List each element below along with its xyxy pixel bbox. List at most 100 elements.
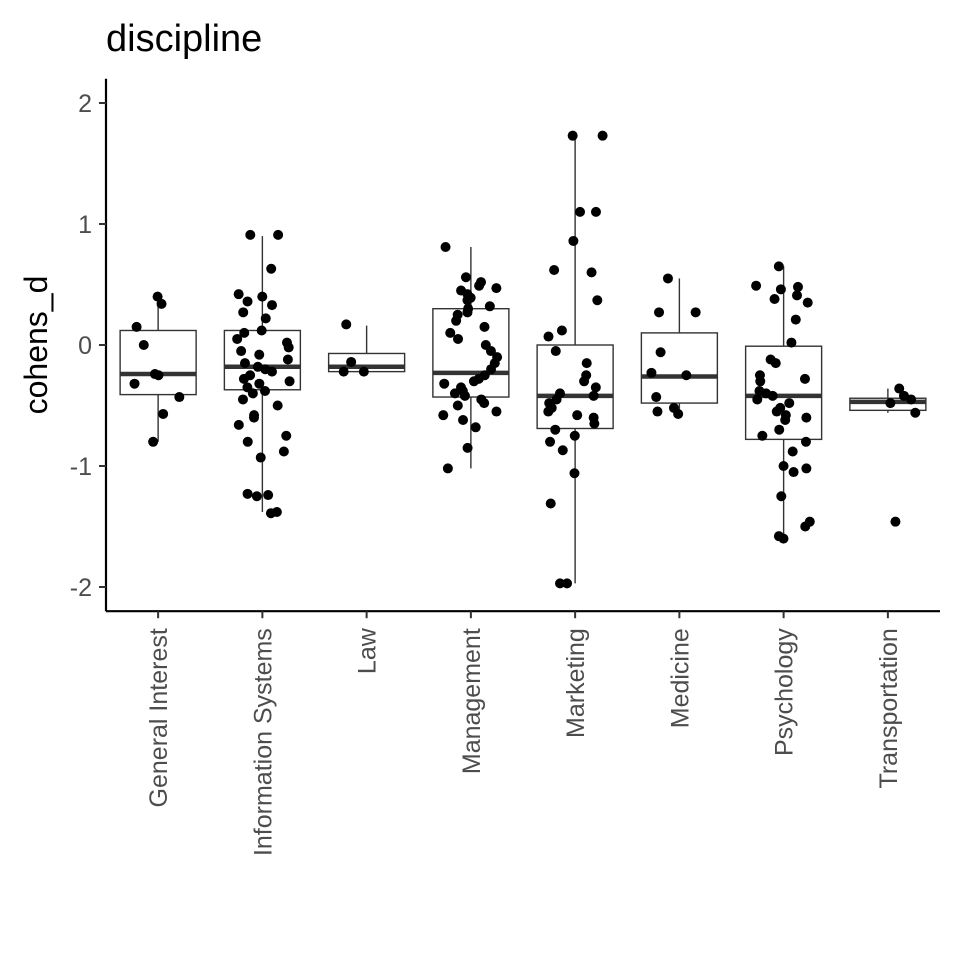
data-point xyxy=(479,321,490,332)
data-point xyxy=(575,206,586,217)
data-point xyxy=(242,296,253,307)
data-point xyxy=(586,267,597,278)
data-point xyxy=(597,130,608,141)
data-point xyxy=(462,442,473,453)
data-point xyxy=(543,406,554,417)
data-point xyxy=(491,406,502,417)
data-point xyxy=(799,373,810,384)
data-point xyxy=(572,410,583,421)
data-point xyxy=(755,376,766,387)
data-point xyxy=(272,400,283,411)
y-tick-label: 1 xyxy=(78,211,92,239)
y-axis: -2 -1 0 1 2 xyxy=(70,78,108,612)
data-point xyxy=(251,491,262,502)
data-point xyxy=(248,412,259,423)
data-point xyxy=(460,272,471,283)
data-point xyxy=(442,463,453,474)
data-point xyxy=(801,412,812,423)
data-point xyxy=(557,445,568,456)
data-point xyxy=(590,382,601,393)
data-point xyxy=(129,378,140,389)
data-point xyxy=(786,337,797,348)
data-point xyxy=(885,398,896,409)
data-point xyxy=(338,366,349,377)
x-tick-label: Law xyxy=(354,627,382,674)
data-point xyxy=(263,490,274,501)
data-point xyxy=(131,321,142,332)
data-point xyxy=(256,325,267,336)
data-point xyxy=(451,315,462,326)
data-point xyxy=(257,291,268,302)
data-point xyxy=(153,370,164,381)
data-point xyxy=(440,241,451,252)
data-point xyxy=(148,436,159,447)
data-point xyxy=(233,289,244,300)
data-point xyxy=(562,578,573,589)
data-point xyxy=(894,383,905,394)
data-point xyxy=(237,394,248,405)
data-point xyxy=(775,284,786,295)
data-point xyxy=(788,467,799,478)
data-point xyxy=(545,436,556,447)
data-point xyxy=(550,424,561,435)
y-tick-label: 2 xyxy=(78,90,92,118)
data-point xyxy=(752,394,763,405)
data-points xyxy=(129,130,921,589)
data-point xyxy=(254,378,265,389)
data-point xyxy=(484,301,495,312)
y-tick-label: -2 xyxy=(70,574,92,602)
data-point xyxy=(479,398,490,409)
data-point xyxy=(790,314,801,325)
data-point xyxy=(757,430,768,441)
data-point xyxy=(233,419,244,430)
data-point xyxy=(568,235,579,246)
data-point xyxy=(341,319,352,330)
data-point xyxy=(588,390,599,401)
data-point xyxy=(273,229,284,240)
data-point xyxy=(673,408,684,419)
data-point xyxy=(486,364,497,375)
data-point xyxy=(906,394,917,405)
data-point xyxy=(774,424,785,435)
data-point xyxy=(800,521,811,532)
box xyxy=(640,332,719,404)
data-point xyxy=(358,366,369,377)
data-point xyxy=(265,508,276,519)
data-point xyxy=(278,446,289,457)
data-point xyxy=(242,488,253,499)
data-point xyxy=(690,307,701,318)
data-point xyxy=(245,229,256,240)
data-point xyxy=(236,346,247,357)
data-point xyxy=(239,327,250,338)
data-point xyxy=(283,342,294,353)
data-point xyxy=(556,325,567,336)
data-point xyxy=(267,300,278,311)
data-point xyxy=(778,461,789,471)
data-point xyxy=(655,347,666,358)
data-point xyxy=(910,407,921,418)
x-tick-label: Psychology xyxy=(771,628,799,756)
data-point xyxy=(438,410,449,421)
data-point xyxy=(260,313,271,324)
data-point xyxy=(485,346,496,357)
data-point xyxy=(462,295,473,306)
data-point xyxy=(260,385,271,396)
data-point xyxy=(784,398,795,409)
data-point xyxy=(459,390,470,401)
data-point xyxy=(266,263,277,274)
x-tick-label: Medicine xyxy=(666,628,694,728)
x-tick-label: Information Systems xyxy=(249,628,277,856)
data-point xyxy=(346,356,357,367)
x-tick-label: General Interest xyxy=(145,628,173,807)
data-point xyxy=(282,354,293,365)
data-point xyxy=(255,452,266,463)
data-point xyxy=(773,261,784,272)
data-point xyxy=(567,130,578,141)
data-point xyxy=(239,358,250,369)
data-point xyxy=(468,376,479,387)
data-point xyxy=(569,430,580,441)
data-point xyxy=(771,406,782,417)
data-point xyxy=(449,388,460,399)
data-point xyxy=(445,327,456,338)
